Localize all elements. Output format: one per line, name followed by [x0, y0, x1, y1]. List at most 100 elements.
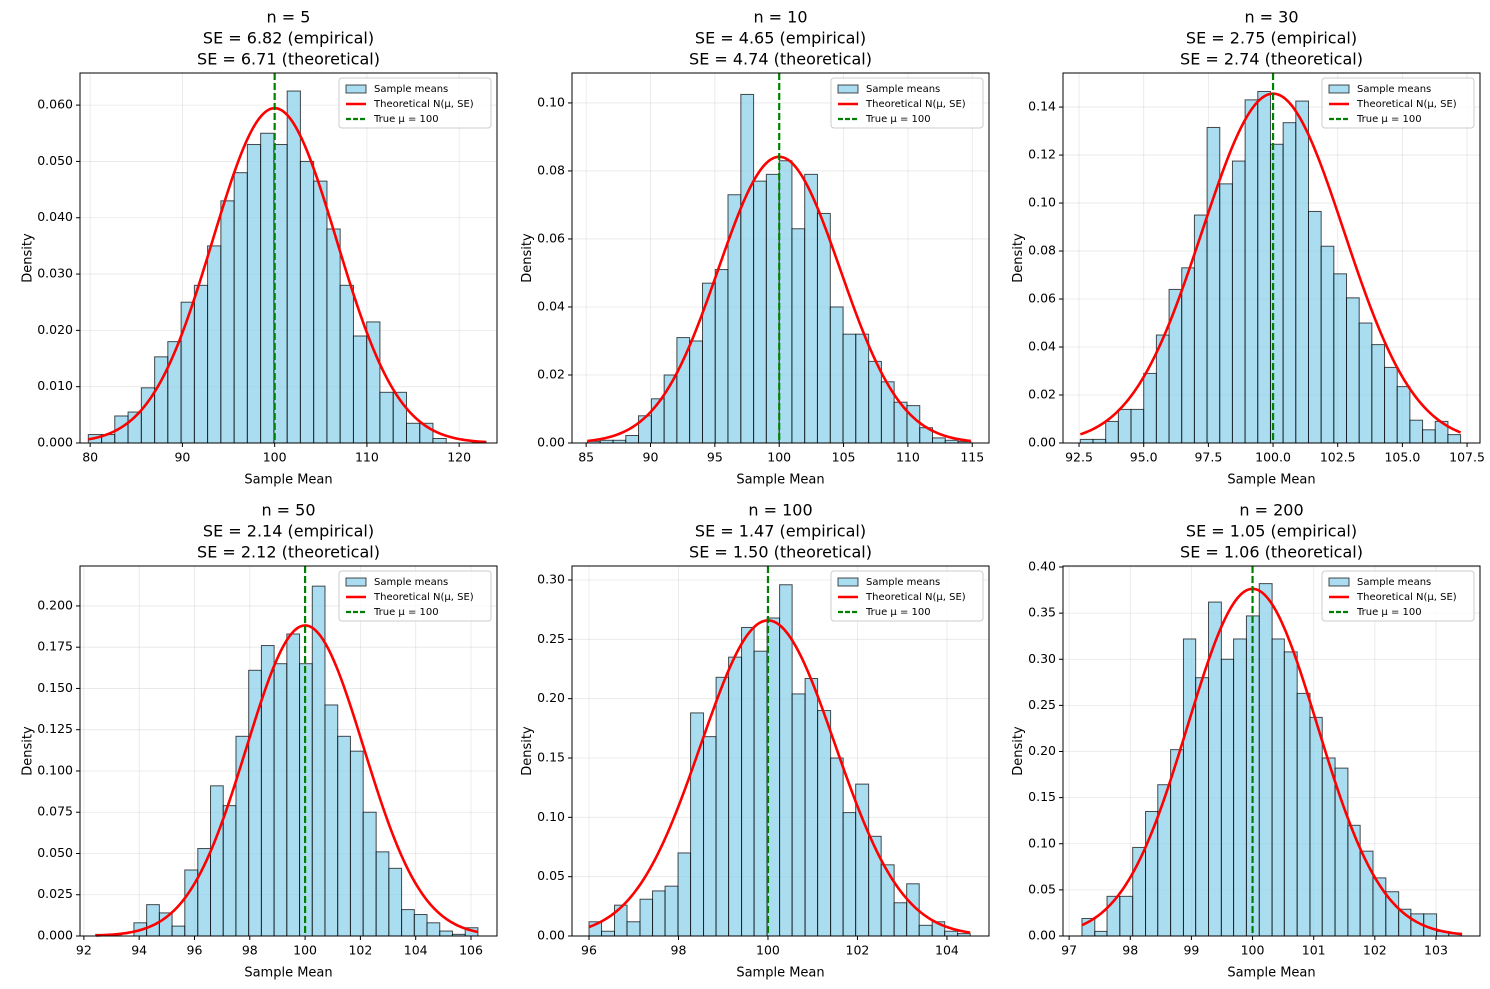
x-tick-label: 104	[404, 943, 428, 958]
chart-title: SE = 2.12 (theoretical)	[197, 543, 380, 562]
x-tick-label: 97	[1061, 943, 1077, 958]
legend-label: Sample means	[866, 84, 940, 95]
subplot: 92 94 96 98 100 102 104 106 0.000 0.025 0.050 0.075…	[21, 501, 498, 981]
bar	[804, 677, 819, 937]
bar	[439, 930, 453, 937]
bar	[180, 301, 195, 444]
x-tick-label: 100	[756, 943, 780, 958]
bar	[273, 144, 288, 444]
bar	[626, 921, 641, 937]
x-tick-label: 90	[643, 450, 659, 465]
bar	[220, 200, 235, 444]
legend-box	[1321, 570, 1475, 622]
x-tick-label: 100.0	[1255, 450, 1291, 465]
bar	[728, 656, 743, 937]
y-tick-label: 0.02	[537, 366, 565, 381]
y-tick-label: 0.125	[37, 721, 73, 736]
bar	[601, 930, 616, 937]
normal-curve	[1081, 587, 1462, 936]
bar	[193, 284, 209, 444]
chart-title: SE = 1.47 (empirical)	[695, 522, 866, 541]
x-axis-label: Sample Mean	[736, 966, 824, 981]
y-tick-label: 0.00	[537, 435, 565, 450]
y-tick-label: 0.10	[537, 809, 565, 824]
y-axis-label: Density	[21, 726, 36, 776]
x-tick-label: 99	[1183, 943, 1199, 958]
legend-box	[830, 570, 984, 622]
bar	[362, 811, 377, 937]
bar	[1257, 90, 1271, 444]
bar	[625, 435, 640, 444]
bar	[944, 930, 959, 937]
x-tick-label: 115	[960, 450, 984, 465]
chart-title: SE = 4.74 (theoretical)	[689, 50, 872, 69]
y-axis-label: Density	[520, 726, 535, 776]
chart-title: SE = 1.05 (empirical)	[1186, 522, 1357, 541]
x-tick-label: 110	[896, 450, 920, 465]
bar	[829, 306, 844, 444]
chart-title: n = 5	[267, 8, 311, 27]
legend: Sample means Theoretical N(μ, SE) True μ =…	[1321, 570, 1475, 622]
legend-swatch	[345, 84, 367, 94]
y-tick-label: 0.05	[537, 868, 565, 883]
y-tick-label: 0.030	[37, 266, 73, 281]
y-tick-label: 0.00	[1028, 928, 1056, 943]
bar	[1079, 438, 1094, 444]
y-tick-label: 0.10	[1028, 835, 1056, 850]
bar	[167, 341, 182, 444]
bar	[778, 160, 793, 444]
bar	[1283, 651, 1298, 937]
y-axis-label: Density	[21, 233, 36, 283]
y-tick-label: 0.20	[1028, 743, 1056, 758]
bar	[426, 922, 441, 937]
y-tick-label: 0.06	[537, 230, 565, 245]
x-tick-label: 94	[131, 943, 147, 958]
bar	[1244, 99, 1259, 444]
bar	[804, 173, 818, 444]
bar	[299, 160, 315, 444]
legend: Sample means Theoretical N(μ, SE) True μ =…	[830, 77, 984, 129]
bar	[1295, 100, 1309, 444]
x-tick-label: 103	[1424, 943, 1448, 958]
bar	[1309, 716, 1323, 937]
bar	[1130, 408, 1145, 444]
bar	[207, 245, 222, 444]
x-tick-label: 100	[263, 450, 287, 465]
bar	[1384, 366, 1398, 444]
bar	[1195, 677, 1210, 937]
bar	[401, 909, 415, 937]
x-tick-label: 95.0	[1130, 450, 1158, 465]
normal-curve	[95, 624, 479, 937]
chart-title: SE = 4.65 (empirical)	[695, 29, 866, 48]
bar	[1117, 408, 1132, 444]
bar	[880, 864, 895, 937]
bar	[893, 902, 908, 937]
legend-label: Theoretical N(μ, SE)	[865, 592, 966, 603]
legend-label: Sample means	[374, 577, 448, 588]
bar	[375, 851, 390, 937]
bar	[326, 228, 341, 444]
bar	[197, 848, 212, 937]
y-tick-label: 0.15	[537, 750, 565, 765]
bar	[676, 337, 691, 444]
x-tick-label: 110	[355, 450, 379, 465]
bar	[740, 93, 755, 444]
bar	[1396, 386, 1411, 444]
x-tick-label: 101	[1302, 943, 1326, 958]
y-tick-label: 0.08	[537, 162, 565, 177]
chart-title: SE = 6.82 (empirical)	[203, 29, 374, 48]
x-tick-label: 106	[459, 943, 483, 958]
bar	[817, 710, 832, 937]
bar	[1233, 638, 1247, 937]
x-tick-label: 90	[174, 450, 190, 465]
bar	[791, 693, 806, 937]
bar	[1181, 267, 1195, 444]
bar	[1258, 583, 1273, 937]
x-axis-label: Sample Mean	[1227, 473, 1315, 488]
x-tick-label: 102	[348, 943, 372, 958]
y-tick-label: 0.050	[37, 153, 73, 168]
legend: Sample means Theoretical N(μ, SE) True μ =…	[338, 570, 492, 622]
bar	[741, 626, 755, 937]
bar	[222, 805, 237, 937]
bar	[432, 437, 447, 444]
